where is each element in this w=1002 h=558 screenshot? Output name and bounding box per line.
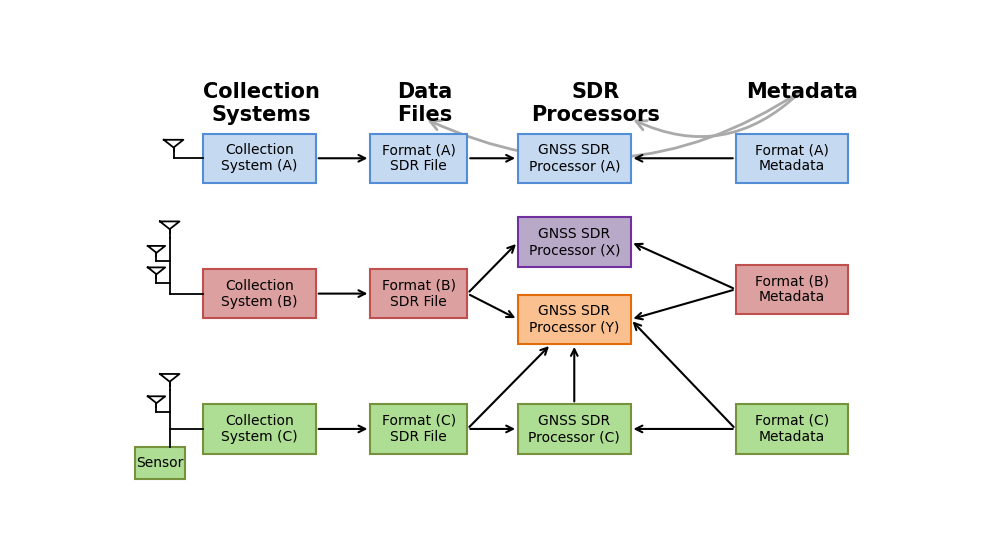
Text: Format (A)
Metadata: Format (A) Metadata	[755, 143, 828, 174]
Text: SDR
Processors: SDR Processors	[531, 82, 659, 125]
FancyBboxPatch shape	[134, 447, 185, 479]
FancyArrowPatch shape	[635, 93, 799, 137]
FancyBboxPatch shape	[734, 133, 848, 183]
FancyBboxPatch shape	[370, 404, 467, 454]
Text: Collection
System (A): Collection System (A)	[221, 143, 298, 174]
FancyBboxPatch shape	[734, 404, 848, 454]
FancyBboxPatch shape	[370, 269, 467, 318]
Text: GNSS SDR
Processor (A): GNSS SDR Processor (A)	[528, 143, 619, 174]
Text: GNSS SDR
Processor (Y): GNSS SDR Processor (Y)	[529, 304, 619, 334]
FancyBboxPatch shape	[517, 133, 630, 183]
Text: Format (C)
SDR File: Format (C) SDR File	[382, 414, 456, 444]
Text: Collection
System (B): Collection System (B)	[221, 278, 298, 309]
FancyBboxPatch shape	[202, 404, 316, 454]
Text: Format (A)
SDR File: Format (A) SDR File	[382, 143, 455, 174]
Text: GNSS SDR
Processor (X): GNSS SDR Processor (X)	[528, 227, 619, 257]
FancyBboxPatch shape	[517, 217, 630, 267]
FancyBboxPatch shape	[202, 269, 316, 318]
Text: Format (B)
Metadata: Format (B) Metadata	[755, 274, 828, 305]
Text: Sensor: Sensor	[136, 456, 183, 470]
Text: Collection
System (C): Collection System (C)	[220, 414, 298, 444]
FancyArrowPatch shape	[430, 92, 799, 158]
FancyBboxPatch shape	[370, 133, 467, 183]
Text: Format (B)
SDR File: Format (B) SDR File	[382, 278, 455, 309]
Text: Format (C)
Metadata: Format (C) Metadata	[755, 414, 829, 444]
Text: Data
Files: Data Files	[397, 82, 452, 125]
FancyBboxPatch shape	[517, 404, 630, 454]
Text: Metadata: Metadata	[744, 82, 857, 102]
Text: Collection
Systems: Collection Systems	[202, 82, 320, 125]
Text: GNSS SDR
Processor (C): GNSS SDR Processor (C)	[528, 414, 619, 444]
FancyBboxPatch shape	[734, 264, 848, 314]
FancyBboxPatch shape	[517, 295, 630, 344]
FancyBboxPatch shape	[202, 133, 316, 183]
